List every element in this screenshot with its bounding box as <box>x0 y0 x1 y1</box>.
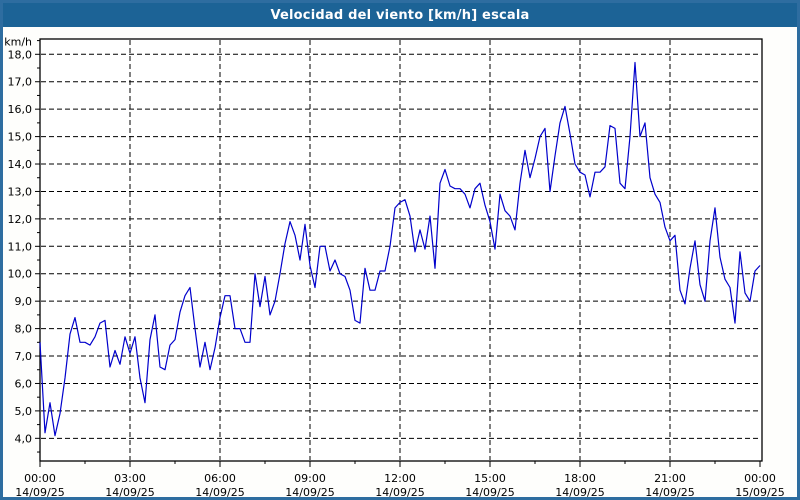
chart-title: Velocidad del viento [km/h] escala <box>270 7 530 23</box>
x-tick-date-label: 14/09/25 <box>285 486 334 497</box>
x-tick-time-label: 06:00 <box>204 472 236 485</box>
y-tick-label: 12,0 <box>8 213 33 226</box>
x-tick-date-label: 14/09/25 <box>465 486 514 497</box>
plot-area <box>40 39 762 461</box>
y-tick-label: 13,0 <box>8 185 33 198</box>
plot-border <box>39 38 763 462</box>
y-tick-label: 8,0 <box>15 323 33 336</box>
x-tick-time-label: 21:00 <box>654 472 686 485</box>
wind-speed-line <box>39 61 761 437</box>
y-tick-label: 17,0 <box>8 76 33 89</box>
x-tick-date-label: 14/09/25 <box>195 486 244 497</box>
x-tick-time-label: 00:00 <box>24 472 56 485</box>
x-tick-time-label: 03:00 <box>114 472 146 485</box>
x-tick-time-label: 18:00 <box>564 472 596 485</box>
x-tick-date-label: 14/09/25 <box>375 486 424 497</box>
y-tick-label: 9,0 <box>15 295 33 308</box>
y-tick-label: 11,0 <box>8 240 33 253</box>
chart-title-bar: Velocidad del viento [km/h] escala <box>3 3 797 27</box>
x-tick-date-label: 15/09/25 <box>735 486 784 497</box>
wind-speed-chart: 4,0 5,0 6,0 7,0 8,0 9,0 10,0 11,0 12,0 13,0 14,0 15… <box>4 35 784 497</box>
y-tick-label: 4,0 <box>15 432 33 445</box>
x-tick-date-label: 14/09/25 <box>15 486 64 497</box>
x-tick-time-label: 15:00 <box>474 472 506 485</box>
x-tick-time-label: 00:00 <box>744 472 776 485</box>
y-tick-label: 14,0 <box>8 158 33 171</box>
x-tick-date-label: 14/09/25 <box>645 486 694 497</box>
y-tick-label: 6,0 <box>15 377 33 390</box>
y-tick-label: 5,0 <box>15 405 33 418</box>
y-tick-label: 15,0 <box>8 131 33 144</box>
x-tick-time-label: 12:00 <box>384 472 416 485</box>
y-axis-unit-label: km/h <box>4 35 32 48</box>
x-tick-date-label: 14/09/25 <box>555 486 604 497</box>
x-tick-time-label: 09:00 <box>294 472 326 485</box>
y-tick-label: 7,0 <box>15 350 33 363</box>
y-tick-label: 10,0 <box>8 268 33 281</box>
y-tick-label: 16,0 <box>8 103 33 116</box>
x-tick-date-label: 14/09/25 <box>105 486 154 497</box>
y-tick-label: 18,0 <box>8 48 33 61</box>
